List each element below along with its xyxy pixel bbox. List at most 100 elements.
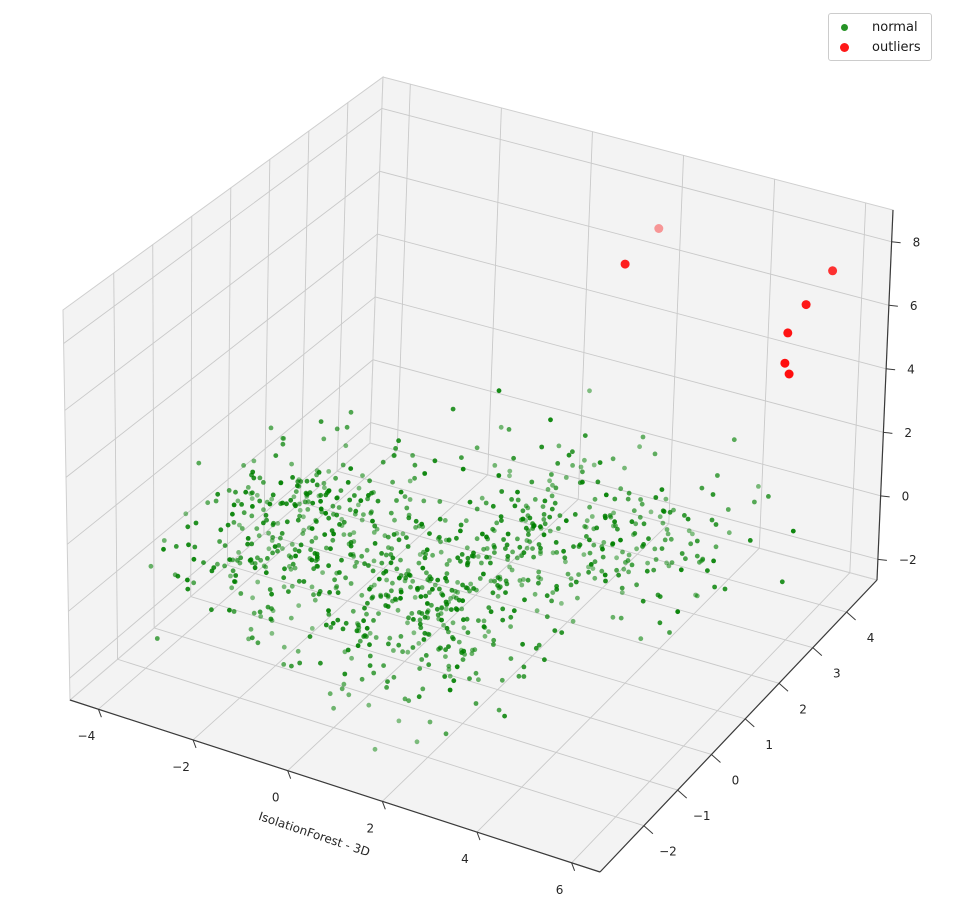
data-point-normal [300, 531, 306, 536]
data-point-normal [602, 572, 608, 578]
data-point-normal [512, 503, 518, 509]
data-point-normal [284, 519, 290, 525]
data-point-normal [269, 591, 274, 597]
data-point-normal [521, 664, 527, 670]
data-point-normal [592, 575, 598, 581]
data-point-normal [488, 578, 494, 584]
data-point-normal [264, 499, 270, 505]
data-point-normal [289, 583, 295, 589]
data-point-normal [237, 560, 243, 566]
data-point-normal [660, 520, 666, 526]
data-point-normal [467, 676, 472, 681]
data-point-normal [357, 638, 363, 644]
data-point-normal [261, 507, 266, 513]
data-point-normal [305, 507, 311, 512]
data-point-normal [335, 617, 341, 623]
data-point-normal [372, 582, 377, 588]
data-point-normal [355, 643, 361, 649]
z-tick-label: 6 [910, 299, 918, 313]
data-point-normal [443, 537, 449, 543]
data-point-normal [588, 562, 594, 567]
data-point-normal [385, 534, 391, 540]
data-point-normal [587, 537, 592, 543]
data-point-outlier [828, 266, 838, 276]
data-point-normal [235, 498, 241, 504]
data-point-normal [233, 573, 239, 578]
data-point-normal [352, 564, 358, 569]
legend: normal outliers [828, 13, 932, 61]
data-point-normal [507, 473, 512, 479]
data-point-normal [499, 489, 505, 494]
data-point-normal [245, 485, 251, 490]
data-point-normal [386, 641, 391, 647]
data-point-normal [464, 545, 470, 551]
data-point-normal [306, 525, 312, 531]
data-point-normal [668, 536, 674, 542]
data-point-normal [339, 686, 345, 692]
data-point-normal [530, 521, 535, 526]
data-point-normal [523, 525, 529, 531]
data-point-normal [416, 610, 422, 615]
data-point-normal [222, 563, 228, 569]
data-point-normal [455, 555, 461, 561]
data-point-normal [427, 531, 432, 536]
data-point-normal [583, 524, 589, 530]
data-point-normal [310, 478, 316, 484]
data-point-normal [629, 519, 635, 525]
data-point-normal [321, 436, 327, 442]
data-point-normal [295, 648, 301, 654]
data-point-outlier [784, 369, 794, 379]
data-point-normal [539, 444, 545, 450]
data-point-normal [335, 495, 340, 501]
data-point-normal [591, 542, 597, 548]
data-point-normal [424, 610, 430, 615]
data-point-normal [580, 469, 585, 475]
data-point-normal [731, 437, 737, 443]
data-point-normal [391, 453, 397, 458]
data-point-normal [637, 444, 642, 450]
data-point-normal [492, 578, 497, 584]
data-point-normal [547, 528, 553, 534]
data-point-normal [205, 500, 211, 506]
data-point-normal [313, 535, 319, 541]
data-point-normal [467, 588, 472, 594]
data-point-normal [438, 549, 444, 555]
data-point-normal [417, 666, 423, 671]
data-point-normal [517, 578, 523, 583]
data-point-normal [450, 635, 455, 640]
data-point-normal [572, 512, 578, 517]
data-point-normal [328, 546, 333, 552]
data-point-normal [236, 550, 242, 555]
data-point-normal [185, 586, 191, 592]
data-point-normal [601, 540, 607, 545]
data-point-normal [233, 489, 238, 495]
data-point-normal [430, 552, 435, 558]
data-point-normal [351, 530, 357, 535]
y-tick-label: −2 [659, 845, 677, 859]
data-point-normal [420, 565, 426, 571]
data-point-normal [685, 516, 691, 522]
data-point-normal [191, 556, 197, 562]
data-point-normal [679, 551, 685, 556]
data-point-normal [508, 614, 514, 620]
data-point-normal [411, 617, 416, 622]
data-point-normal [492, 545, 497, 550]
data-point-normal [463, 585, 469, 591]
data-point-normal [407, 478, 413, 484]
x-tick-label: −4 [78, 729, 96, 743]
data-point-normal [621, 566, 627, 572]
data-point-normal [625, 496, 631, 502]
data-point-normal [666, 563, 672, 569]
legend-item-outliers: outliers [829, 39, 931, 56]
data-point-normal [412, 595, 418, 600]
data-point-normal [468, 581, 474, 587]
data-point-normal [293, 503, 298, 509]
data-point-normal [229, 585, 235, 591]
data-point-normal [521, 674, 527, 679]
data-point-normal [324, 545, 329, 551]
data-point-normal [610, 542, 615, 547]
data-point-normal [613, 523, 618, 529]
data-point-normal [288, 566, 294, 572]
data-point-normal [443, 654, 448, 659]
data-point-normal [269, 606, 274, 611]
